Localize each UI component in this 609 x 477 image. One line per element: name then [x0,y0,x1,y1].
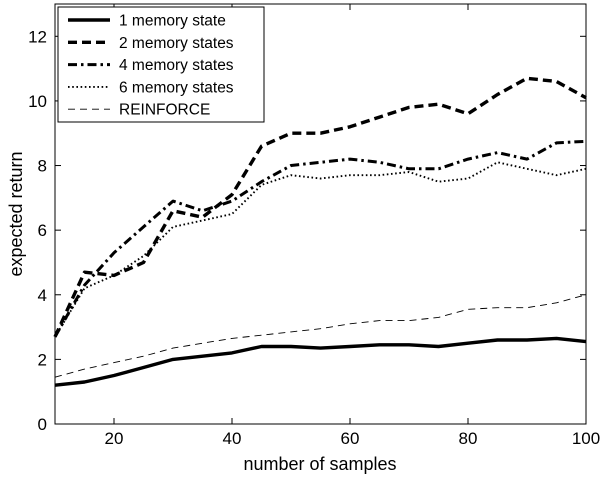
series-line-4-memory-states [53,139,587,338]
x-tick-label: 80 [459,429,478,448]
legend-label-2-memory-states: 2 memory states [119,35,234,52]
series-line-2-memory-states [53,76,587,338]
x-tick-label: 40 [223,429,242,448]
series-line-6-memory-states [54,161,587,338]
series-line-1-memory-state [54,336,587,387]
legend: 1 memory state 2 memory states 4 memory st… [57,6,265,123]
x-tick-label: 100 [572,429,600,448]
legend-label-6-memory-states: 6 memory states [119,79,234,96]
x-axis-label: number of samples [243,454,396,474]
series-line-reinforce [54,294,587,378]
y-axis-label: expected return [6,151,26,276]
legend-label-1-memory-state: 1 memory state [119,13,226,30]
legend-label-4-memory-states: 4 memory states [119,57,234,74]
legend-label-reinforce: REINFORCE [119,102,210,119]
y-tick-label: 10 [28,92,47,111]
y-tick-label: 12 [28,27,47,46]
axis-ticks: 20 40 60 80 100 0 2 4 6 8 10 12 [28,4,600,448]
plot-frame [54,3,587,425]
y-tick-label: 8 [38,157,47,176]
x-tick-label: 20 [105,429,124,448]
y-tick-label: 4 [38,286,47,305]
x-tick-label: 60 [341,429,360,448]
series-lines [53,76,587,387]
y-tick-label: 6 [38,221,47,240]
y-tick-label: 2 [38,350,47,369]
y-tick-label: 0 [38,415,47,434]
